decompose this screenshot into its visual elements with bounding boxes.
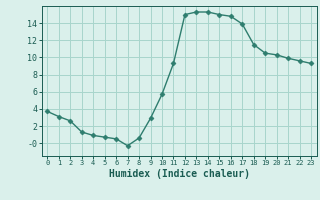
- X-axis label: Humidex (Indice chaleur): Humidex (Indice chaleur): [109, 169, 250, 179]
